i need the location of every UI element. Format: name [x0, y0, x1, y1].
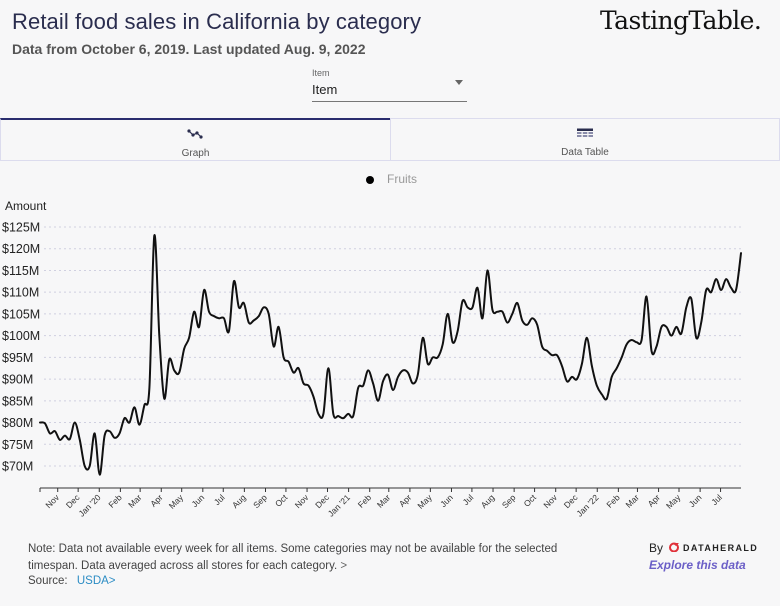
brand-logo[interactable]: TastingTable.	[600, 6, 762, 35]
y-tick-label: $120M	[2, 242, 40, 256]
by-label: By	[649, 541, 664, 555]
x-tick-label: Jan '22	[574, 492, 600, 518]
page-subtitle: Data from October 6, 2019. Last updated …	[12, 41, 366, 57]
source-label: Source:	[28, 575, 68, 587]
x-tick-label: Feb	[106, 492, 124, 510]
line-chart: $70M $75M $80M $85M $90M $95M $100M $105M $110M $…	[2, 221, 742, 519]
x-tick-label: Mar	[623, 492, 641, 510]
y-tick-label: $105M	[2, 307, 40, 321]
chevron-right-icon: >	[108, 575, 116, 587]
y-axis-title: Amount	[5, 199, 47, 213]
dataherald-logo[interactable]: DATAHERALD	[669, 542, 758, 553]
x-tick-label: Aug	[479, 492, 497, 510]
tab-graph-label: Graph	[181, 148, 210, 159]
x-tick-label: Oct	[522, 492, 539, 509]
legend-marker	[366, 176, 374, 184]
x-tick-label: Jul	[709, 492, 724, 507]
x-tick-label: May	[415, 492, 434, 511]
line-chart-icon	[186, 129, 203, 139]
dataherald-wordmark: DATAHERALD	[683, 543, 759, 553]
x-tick-label: Nov	[541, 492, 559, 510]
page-title: Retail food sales in California by categ…	[12, 9, 422, 34]
tab-graph[interactable]: Graph	[0, 118, 391, 161]
x-tick-label: Jul	[212, 492, 227, 507]
view-tabs: Graph Data Table	[0, 118, 780, 163]
table-icon	[577, 128, 593, 137]
source-link[interactable]: USDA>	[77, 575, 116, 587]
x-tick-label: May	[167, 492, 186, 511]
footnote-expand-icon[interactable]: >	[340, 560, 348, 572]
x-tick-label: Jun	[189, 492, 206, 509]
x-tick-label: Jun	[438, 492, 455, 509]
x-tick-label: Mar	[126, 492, 144, 510]
y-tick-label: $70M	[2, 460, 33, 474]
x-tick-label: Feb	[356, 492, 374, 510]
x-tick-label: Jan '21	[326, 492, 352, 518]
source-link-text: USDA	[76, 575, 109, 587]
x-tick-label: Oct	[273, 492, 290, 509]
footnote: Note: Data not available every week for …	[28, 541, 598, 575]
item-select-value: Item	[312, 82, 338, 97]
footnote-text: Note: Data not available every week for …	[28, 543, 558, 572]
tab-data-table[interactable]: Data Table	[390, 118, 780, 161]
chevron-down-icon	[455, 80, 463, 85]
x-tick-label: Apr	[397, 492, 414, 509]
x-tick-label: Mar	[375, 492, 393, 510]
x-tick-label: Aug	[230, 492, 248, 510]
y-tick-label: $100M	[2, 329, 40, 343]
x-tick-label: Jan '20	[76, 492, 102, 518]
x-tick-label: Feb	[604, 492, 622, 510]
y-tick-label: $95M	[2, 351, 33, 365]
y-tick-label: $80M	[2, 416, 33, 430]
y-tick-label: $85M	[2, 394, 33, 408]
dataherald-mark-icon	[669, 542, 679, 552]
x-tick-label: Apr	[148, 492, 165, 509]
x-tick-label: Apr	[646, 492, 663, 509]
tab-data-table-label: Data Table	[561, 147, 609, 158]
y-tick-label: $90M	[2, 373, 33, 387]
item-select[interactable]: Item Item	[312, 67, 467, 102]
x-tick-label: Nov	[43, 492, 61, 510]
y-tick-label: $110M	[2, 286, 39, 300]
item-select-label: Item	[312, 68, 330, 78]
y-tick-label: $75M	[2, 438, 33, 452]
explore-data-link[interactable]: Explore this data	[649, 558, 746, 572]
x-tick-label: Jul	[461, 492, 476, 507]
x-tick-label: Sep	[251, 492, 269, 510]
grid-lines	[44, 226, 741, 467]
y-tick-label: $125M	[2, 221, 40, 235]
x-tick-label: May	[664, 492, 683, 511]
source-line: Source: USDA>	[28, 575, 116, 587]
x-tick-label: Sep	[500, 492, 518, 510]
series-line-fruits	[39, 234, 742, 476]
x-tick-label: Nov	[293, 492, 311, 510]
y-tick-label: $115M	[2, 264, 39, 278]
x-tick-label: Jun	[687, 492, 704, 509]
y-axis: $70M $75M $80M $85M $90M $95M $100M $105M $110M $…	[2, 221, 40, 474]
legend-label: Fruits	[387, 172, 417, 186]
